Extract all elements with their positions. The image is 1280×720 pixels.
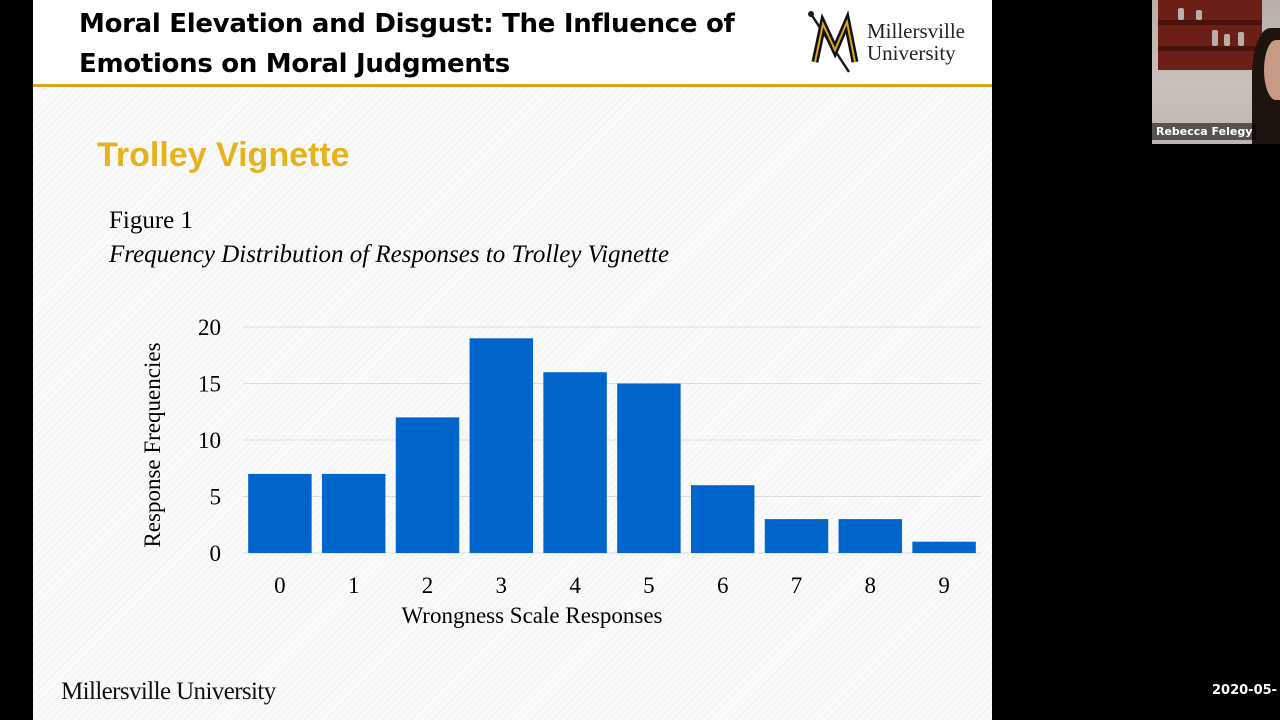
- participant-face: [1264, 40, 1280, 100]
- y-tick-label: 20: [198, 315, 221, 340]
- shelf-item: [1178, 8, 1184, 20]
- background-shelf: [1158, 0, 1262, 70]
- slide-header: Moral Elevation and Disgust: The Influen…: [33, 0, 992, 87]
- shelf-item: [1212, 30, 1218, 46]
- bar: [764, 519, 829, 553]
- slide-title-line-1: Moral Elevation and Disgust: The Influen…: [79, 9, 735, 39]
- recording-timestamp: 2020-05-: [1212, 683, 1278, 698]
- bar: [690, 485, 755, 553]
- x-tick-label: 8: [865, 573, 877, 598]
- x-tick-label: 2: [422, 573, 434, 598]
- shelf-item: [1196, 10, 1202, 20]
- logo-text-line-2: University: [867, 41, 956, 65]
- bar: [395, 417, 460, 553]
- shelf-board: [1158, 46, 1262, 51]
- figure-label: Figure 1: [109, 207, 194, 234]
- y-tick-label: 5: [210, 485, 222, 510]
- logo-text-line-1: Millersville: [867, 19, 965, 43]
- x-axis-label: Wrongness Scale Responses: [402, 603, 663, 628]
- slide-title: Moral Elevation and Disgust: The Influen…: [79, 4, 759, 84]
- participant-video-tile[interactable]: Rebecca Felegy: [1152, 0, 1280, 144]
- bar: [838, 519, 903, 553]
- bar: [248, 473, 312, 553]
- bar: [469, 338, 534, 553]
- y-tick-label: 15: [198, 372, 221, 397]
- x-tick-label: 4: [569, 573, 581, 598]
- x-tick-label: 0: [274, 573, 286, 598]
- x-tick-label: 9: [938, 573, 950, 598]
- logo-text: Millersville University: [867, 20, 965, 64]
- y-tick-label: 10: [198, 428, 221, 453]
- m-sword-logo-icon: [808, 10, 859, 73]
- shelf-item: [1238, 32, 1244, 46]
- participant-name-label: Rebecca Felegy: [1152, 123, 1257, 140]
- shelf-item: [1224, 34, 1230, 46]
- y-axis-label: Response Frequencies: [140, 342, 165, 547]
- slide-title-line-2: Emotions on Moral Judgments: [79, 49, 510, 79]
- footer-university-name: Millersville University: [61, 678, 276, 705]
- figure-caption: Frequency Distribution of Responses to T…: [109, 241, 670, 268]
- bar: [912, 541, 976, 553]
- x-tick-label: 6: [717, 573, 729, 598]
- shelf-board: [1158, 20, 1262, 25]
- presentation-slide: Moral Elevation and Disgust: The Influen…: [33, 0, 992, 720]
- x-tick-label: 1: [348, 573, 360, 598]
- x-tick-label: 3: [496, 573, 508, 598]
- x-tick-label: 7: [791, 573, 803, 598]
- section-heading: Trolley Vignette: [97, 136, 350, 174]
- university-logo: Millersville University: [805, 10, 965, 74]
- bar: [321, 473, 386, 553]
- bar: [543, 372, 607, 553]
- y-tick-label: 0: [210, 541, 222, 566]
- x-tick-label: 5: [643, 573, 655, 598]
- bar-chart: 0 5 10 15 20 0 1 2 3 4 5 6 7 8 9 Wrongness Scale Respon…: [140, 315, 981, 628]
- bar: [617, 383, 681, 553]
